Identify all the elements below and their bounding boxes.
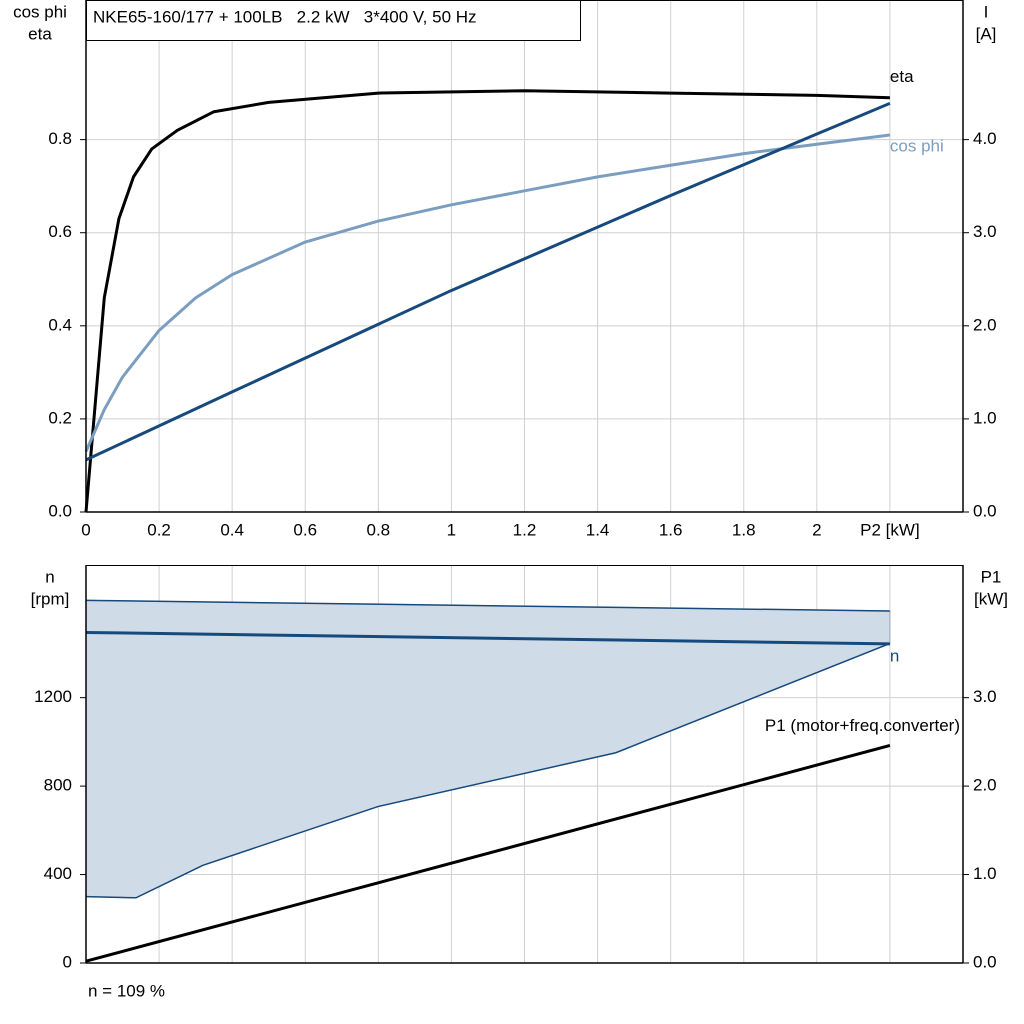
y-tick-label: 800 bbox=[44, 776, 72, 795]
x-tick-label: 0 bbox=[81, 520, 90, 539]
range-upper-line bbox=[85, 599, 890, 612]
y2-tick-label: 2.0 bbox=[973, 776, 997, 795]
series-label: n bbox=[890, 646, 899, 665]
x-tick-label: 0.4 bbox=[220, 520, 244, 539]
y2-tick-label: 3.0 bbox=[973, 222, 997, 241]
x-tick-label: P2 [kW] bbox=[860, 520, 920, 539]
series-label: P1 (motor+freq.converter) bbox=[765, 716, 960, 735]
x-tick-label: 0.8 bbox=[367, 520, 391, 539]
y-axis-label: cos phi bbox=[13, 2, 67, 21]
series-line bbox=[85, 630, 890, 646]
x-tick-label: 1.2 bbox=[513, 520, 537, 539]
series-line bbox=[84, 133, 891, 453]
x-tick-label: 0.2 bbox=[147, 520, 171, 539]
y-tick-label: 400 bbox=[44, 864, 72, 883]
y-tick-label: 0.4 bbox=[48, 315, 72, 334]
y2-axis-label: P1 bbox=[981, 567, 1002, 586]
y-tick-label: 1200 bbox=[34, 687, 72, 706]
y-tick-label: 0 bbox=[63, 952, 72, 971]
series-line bbox=[85, 743, 891, 963]
y2-tick-label: 0.0 bbox=[973, 501, 997, 520]
chart-title: NKE65-160/177 + 100LB 2.2 kW 3*400 V, 50… bbox=[93, 7, 477, 26]
y2-axis-label: [kW] bbox=[974, 589, 1008, 608]
series-line bbox=[85, 101, 891, 462]
series-label: cos phi bbox=[890, 136, 944, 155]
y-tick-label: 0.8 bbox=[48, 129, 72, 148]
x-tick-label: 1.6 bbox=[659, 520, 683, 539]
y-tick-label: 0.2 bbox=[48, 408, 72, 427]
y2-tick-label: 2.0 bbox=[973, 315, 997, 334]
y2-axis-label: I bbox=[984, 2, 989, 21]
y2-tick-label: 0.0 bbox=[973, 952, 997, 971]
x-tick-label: 1 bbox=[447, 520, 456, 539]
x-tick-label: 1.4 bbox=[586, 520, 610, 539]
title-box bbox=[86, 0, 581, 41]
x-tick-label: 1.8 bbox=[732, 520, 756, 539]
x-tick-label: 2 bbox=[812, 520, 821, 539]
y2-tick-label: 1.0 bbox=[973, 864, 997, 883]
x-tick-label: 0.6 bbox=[293, 520, 317, 539]
y-axis-label: eta bbox=[28, 24, 52, 43]
footnote: n = 109 % bbox=[88, 981, 165, 1000]
y-tick-label: 0.0 bbox=[48, 501, 72, 520]
y-axis-label: [rpm] bbox=[31, 589, 70, 608]
y2-axis-label: [A] bbox=[976, 24, 997, 43]
y-tick-label: 0.6 bbox=[48, 222, 72, 241]
y2-tick-label: 1.0 bbox=[973, 408, 997, 427]
y-axis-label: n bbox=[45, 567, 54, 586]
series-line bbox=[84, 89, 890, 513]
y2-tick-label: 4.0 bbox=[973, 129, 997, 148]
series-label: eta bbox=[890, 67, 914, 86]
range-lower-line bbox=[85, 642, 891, 899]
y2-tick-label: 3.0 bbox=[973, 687, 997, 706]
